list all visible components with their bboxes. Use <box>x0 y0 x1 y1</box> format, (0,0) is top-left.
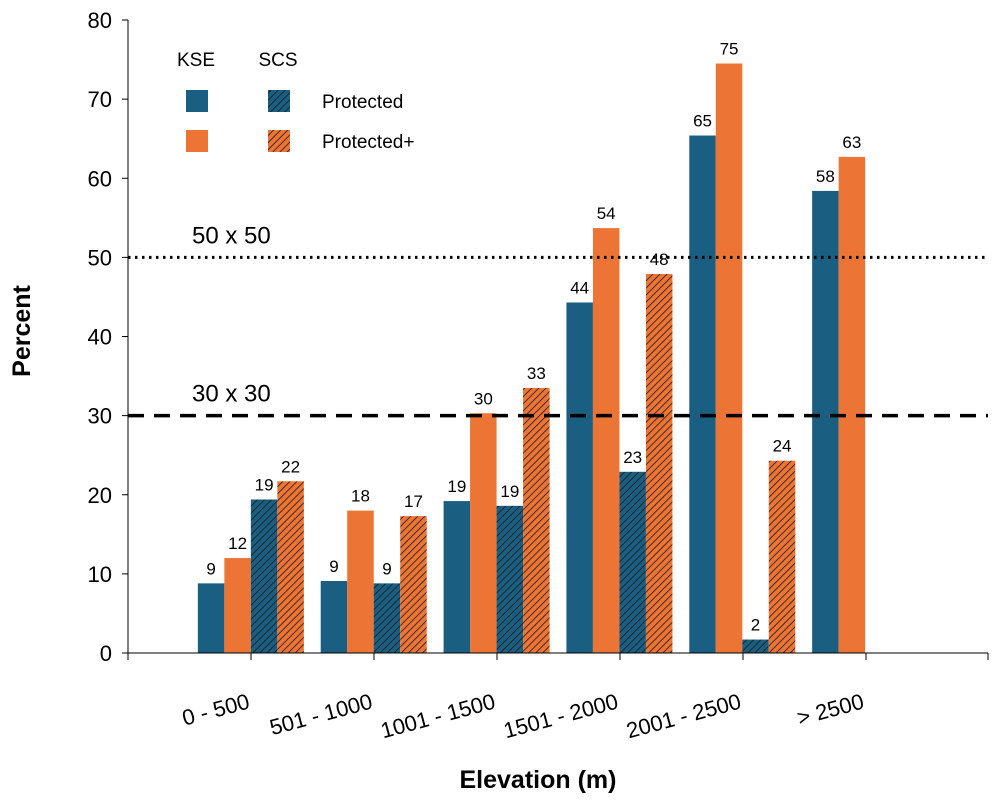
legend: KSE SCS Protected Protected+ <box>177 50 414 153</box>
data-label-scs_protected_plus-3: 48 <box>650 250 669 269</box>
bars-layer <box>197 63 866 654</box>
x-axis-title: Elevation (m) <box>460 766 617 794</box>
bar-kse_protected_plus-1 <box>347 510 374 653</box>
bar-kse_protected-2 <box>443 501 471 653</box>
bar-kse_protected_plus-2 <box>470 413 497 653</box>
x-tick-label-5: > 2500 <box>794 689 866 731</box>
y-tick-label-0: 0 <box>100 641 112 666</box>
bar-scs_protected_plus-4 <box>768 460 796 653</box>
bar-kse_protected-1 <box>320 580 348 653</box>
y-tick-label-70: 70 <box>88 87 112 112</box>
legend-header-scs: SCS <box>258 50 297 71</box>
bar-kse_protected-0 <box>197 583 225 653</box>
reference-label-50: 50 x 50 <box>192 222 271 249</box>
data-label-scs_protected-1: 9 <box>382 559 391 578</box>
bar-kse_protected-3 <box>566 302 593 653</box>
y-tick-label-60: 60 <box>88 166 112 191</box>
data-label-kse_protected_plus-2: 30 <box>474 389 493 408</box>
reference-label-30: 30 x 30 <box>192 381 271 408</box>
bar-scs_protected-1 <box>373 583 401 653</box>
y-tick-label-20: 20 <box>88 483 112 508</box>
x-tick-label-4: 2001 - 2500 <box>624 689 744 744</box>
data-label-kse_protected-1: 9 <box>329 557 338 576</box>
legend-swatch-kse-protected-plus <box>186 130 208 152</box>
bar-kse_protected_plus-4 <box>715 63 743 654</box>
bar-kse_protected_plus-5 <box>838 156 866 654</box>
x-tick-label-1: 501 - 1000 <box>267 689 375 740</box>
data-label-kse_protected-3: 44 <box>570 278 589 297</box>
y-axis-title: Percent <box>8 284 36 376</box>
data-label-scs_protected-3: 23 <box>623 448 642 467</box>
bar-scs_protected_plus-2 <box>523 387 550 653</box>
data-label-kse_protected_plus-0: 12 <box>228 534 247 553</box>
reference-lines-layer: 50 x 50 30 x 30 <box>128 222 988 418</box>
bar-scs_protected-4 <box>742 639 769 653</box>
data-label-kse_protected-5: 58 <box>816 167 835 186</box>
bar-scs_protected_plus-1 <box>400 516 427 653</box>
data-labels-layer: 9 12 19 22 9 18 9 17 19 30 19 33 44 54 23 48 65 75 2 24 58 63 <box>206 40 861 635</box>
data-label-kse_protected_plus-3: 54 <box>597 204 616 223</box>
data-label-kse_protected_plus-4: 75 <box>720 40 739 59</box>
bar-scs_protected-0 <box>250 499 278 653</box>
data-label-kse_protected-0: 9 <box>206 559 215 578</box>
data-label-kse_protected-2: 19 <box>447 477 466 496</box>
x-tick-label-2: 1001 - 1500 <box>378 689 498 744</box>
bar-scs_protected_plus-0 <box>277 481 304 653</box>
x-tick-label-3: 1501 - 2000 <box>501 689 621 744</box>
data-label-kse_protected_plus-1: 18 <box>351 487 370 506</box>
legend-label-protected-plus: Protected+ <box>322 132 414 153</box>
y-tick-label-10: 10 <box>88 562 112 587</box>
bar-kse_protected-5 <box>812 190 839 653</box>
bar-kse_protected_plus-3 <box>592 228 620 653</box>
y-tick-label-80: 80 <box>88 8 112 33</box>
data-label-scs_protected_plus-0: 22 <box>281 457 300 476</box>
legend-swatch-kse-protected <box>186 90 208 112</box>
x-tick-label-0: 0 - 500 <box>180 689 253 731</box>
data-label-scs_protected-2: 19 <box>500 482 519 501</box>
legend-swatch-scs-protected <box>268 90 290 112</box>
bar-kse_protected_plus-0 <box>224 558 251 653</box>
bar-kse_protected-4 <box>689 135 716 653</box>
y-tick-label-40: 40 <box>88 325 112 350</box>
data-label-kse_protected-4: 65 <box>693 112 712 131</box>
bar-scs_protected_plus-3 <box>645 273 673 653</box>
legend-label-protected: Protected <box>322 92 403 113</box>
data-label-kse_protected_plus-5: 63 <box>842 133 861 152</box>
data-label-scs_protected_plus-1: 17 <box>404 492 423 511</box>
bar-scs_protected-3 <box>619 471 646 653</box>
y-tick-label-50: 50 <box>88 245 112 270</box>
y-tick-label-30: 30 <box>88 404 112 429</box>
data-label-scs_protected_plus-4: 24 <box>773 437 792 456</box>
data-label-scs_protected-4: 2 <box>751 616 760 635</box>
data-label-scs_protected_plus-2: 33 <box>527 364 546 383</box>
data-label-scs_protected-0: 19 <box>255 475 274 494</box>
legend-swatch-scs-protected-plus <box>268 130 290 152</box>
bar-scs_protected-2 <box>496 505 524 653</box>
legend-header-kse: KSE <box>177 50 215 71</box>
